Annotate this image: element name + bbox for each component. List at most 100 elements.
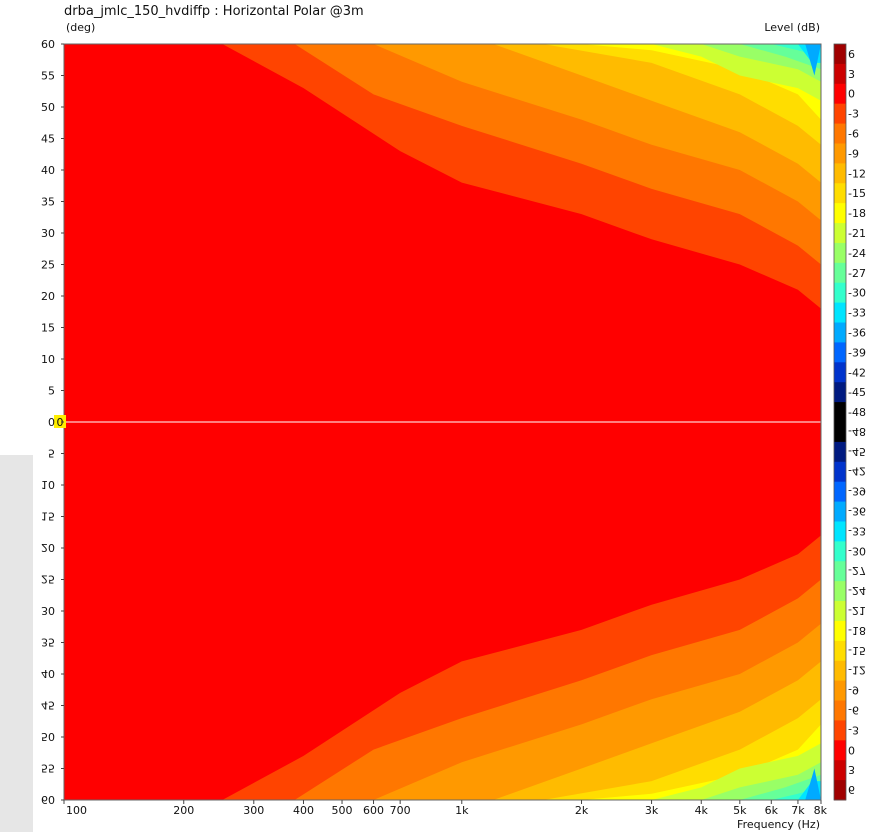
colorbar-label: Level (dB) <box>764 21 820 34</box>
colorbar-cell-bottom-0 <box>834 740 846 761</box>
colorbar-label-bottom--6: -6 <box>848 703 859 716</box>
colorbar-label-bottom--30: -30 <box>848 544 866 557</box>
y-tick-label-bottom-10: 10 <box>41 478 55 491</box>
colorbar-cell-top--30 <box>834 282 846 304</box>
colorbar-cell-bottom--18 <box>834 620 846 642</box>
colorbar-cell-top--24 <box>834 242 846 264</box>
colorbar-cell-top--39 <box>834 342 846 363</box>
colorbar-label-bottom-0: 0 <box>848 743 855 756</box>
colorbar-label-bottom--24: -24 <box>848 584 866 597</box>
colorbar-cell-bottom--27 <box>834 561 846 582</box>
contour-band-bottom--12 <box>64 661 821 800</box>
colorbar-cell-top--3 <box>834 103 846 125</box>
colorbar-border <box>833 43 847 801</box>
colorbar-cell-bottom--12 <box>834 660 846 682</box>
y-tick-label-top-45: 45 <box>41 133 55 146</box>
contour-band-bottom--24 <box>64 762 821 800</box>
colorbar-cell-top--18 <box>834 203 846 224</box>
colorbar-label-top-6: 6 <box>848 48 855 61</box>
colorbar-label-top--30: -30 <box>848 287 866 300</box>
colorbar-cell-bottom--15 <box>834 640 846 662</box>
colorbar-label-bottom-6: 6 <box>848 783 855 796</box>
colorbar-label-top--21: -21 <box>848 227 866 240</box>
y-tick-label-bottom-25: 25 <box>41 573 55 586</box>
zero-marker-box <box>54 415 66 428</box>
colorbar-cell-bottom--33 <box>834 521 846 542</box>
x-tick-label-300: 300 <box>243 804 264 817</box>
colorbar-label-top--33: -33 <box>848 307 866 320</box>
y-tick-label-bottom-5: 5 <box>48 447 55 460</box>
colorbar-label-bottom--48: -48 <box>848 425 866 438</box>
colorbar-label-top--39: -39 <box>848 346 866 359</box>
colorbar-cell-bottom--6 <box>834 700 846 721</box>
colorbar-label-top--6: -6 <box>848 128 859 141</box>
colorbar-label-top--27: -27 <box>848 267 866 280</box>
colorbar-cell-top--42 <box>834 362 846 383</box>
y-tick-label-bottom-40: 40 <box>41 667 55 680</box>
y-tick-label-top-10: 10 <box>41 353 55 366</box>
colorbar-cell-bottom--48 <box>834 422 846 443</box>
colorbar-label-bottom--42: -42 <box>848 465 866 478</box>
colorbar-cell-top--9 <box>834 143 846 164</box>
colorbar-cell-bottom--36 <box>834 501 846 522</box>
colorbar-cell-bottom--3 <box>834 720 846 741</box>
x-tick-label-2k: 2k <box>575 804 589 817</box>
colorbar-cell-bottom--45 <box>834 441 846 463</box>
x-tick-label-4k: 4k <box>695 804 709 817</box>
colorbar-cell-top--45 <box>834 382 846 403</box>
x-tick-label-100: 100 <box>66 804 87 817</box>
y-tick-label-top-5: 5 <box>48 385 55 398</box>
colorbar-cell-bottom--30 <box>834 541 846 562</box>
y-tick-label-bottom-45: 45 <box>41 699 55 712</box>
colorbar-cell-top--6 <box>834 123 846 144</box>
x-tick-label-8k: 8k <box>814 804 828 817</box>
colorbar-label-top--42: -42 <box>848 366 866 379</box>
colorbar-label-bottom--33: -33 <box>848 524 866 537</box>
colorbar-label-bottom--18: -18 <box>848 624 866 637</box>
x-tick-label-6k: 6k <box>765 804 779 817</box>
y-tick-label-top-60: 60 <box>41 38 55 51</box>
x-tick-label-400: 400 <box>293 804 314 817</box>
y-tick-label-bottom-30: 30 <box>41 604 55 617</box>
colorbar-label-bottom--27: -27 <box>848 564 866 577</box>
y-tick-label-top-50: 50 <box>41 101 55 114</box>
colorbar-label-bottom--9: -9 <box>848 684 859 697</box>
x-tick-label-7k: 7k <box>791 804 805 817</box>
x-tick-label-600: 600 <box>363 804 384 817</box>
colorbar-cell-bottom--21 <box>834 601 846 622</box>
y-tick-label-top-15: 15 <box>41 322 55 335</box>
colorbar-cell-top--36 <box>834 322 846 343</box>
colorbar-cell-top-0 <box>834 83 846 105</box>
x-axis-ticks: 100 200 300 400 500 600 700 1k 2k 3k 4k 5k 6k 7k 8k <box>63 800 828 817</box>
y-tick-label-top-35: 35 <box>41 196 55 209</box>
y-tick-label-top-0: 0 <box>48 416 55 429</box>
colorbar-cell-bottom--9 <box>834 680 846 702</box>
x-tick-label-200: 200 <box>173 804 194 817</box>
colorbar-label-bottom--39: -39 <box>848 485 866 498</box>
contour-band-top--24 <box>64 44 821 82</box>
x-tick-label-500: 500 <box>332 804 353 817</box>
contour-band-top--12 <box>64 44 821 183</box>
y-axis-ticks: 6055504540353025201510505101520253035404… <box>41 38 64 806</box>
colorbar-cell-bottom-6 <box>834 780 846 801</box>
colorbar-cell-top-6 <box>834 44 846 65</box>
colorbar-label-bottom--21: -21 <box>848 604 866 617</box>
colorbar-label-top-0: 0 <box>848 88 855 101</box>
colorbar-label-top-3: 3 <box>848 68 855 81</box>
colorbar-label-top--24: -24 <box>848 247 866 260</box>
y-tick-label-top-55: 55 <box>41 70 55 83</box>
colorbar-label-top--12: -12 <box>848 167 866 180</box>
colorbar-cell-bottom--24 <box>834 581 846 602</box>
zero-marker-label: 0 <box>57 416 64 429</box>
y-tick-label-bottom-35: 35 <box>41 636 55 649</box>
x-tick-label-700: 700 <box>390 804 411 817</box>
y-tick-label-top-30: 30 <box>41 227 55 240</box>
colorbar-label-bottom--12: -12 <box>848 664 866 677</box>
colorbar-label-top--45: -45 <box>848 386 866 399</box>
chart-title: drba_jmlc_150_hvdiffp : Horizontal Polar… <box>64 4 364 19</box>
colorbar-label-bottom-3: 3 <box>848 763 855 776</box>
colorbar-label-top--36: -36 <box>848 326 866 339</box>
colorbar-cell-bottom-3 <box>834 760 846 781</box>
y-tick-label-bottom-20: 20 <box>41 541 55 554</box>
